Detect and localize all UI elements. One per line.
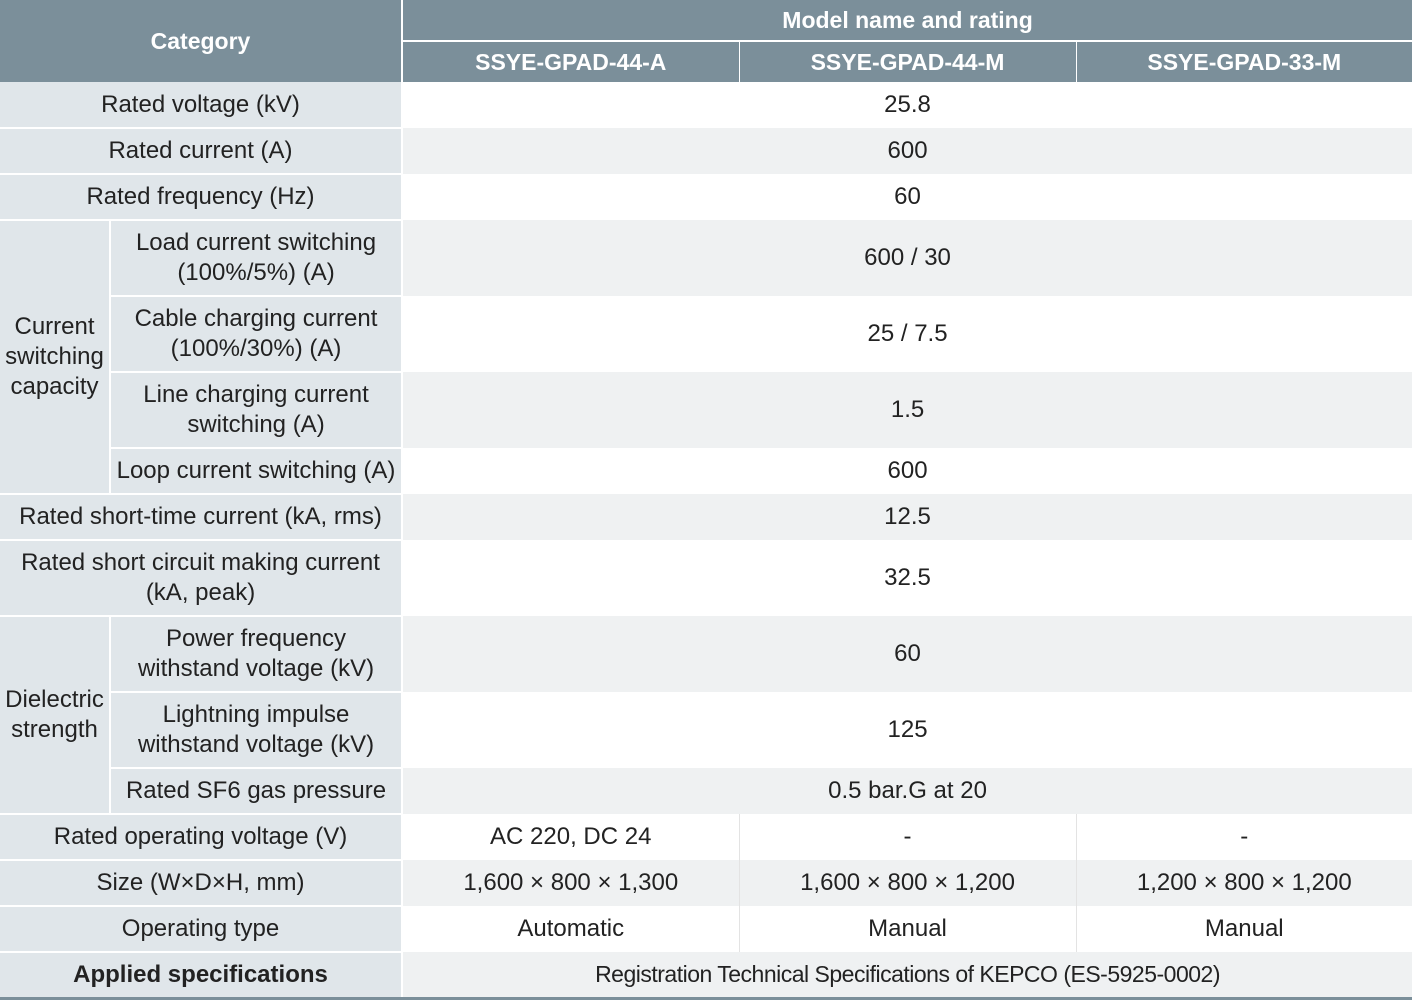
row-value: 600 / 30	[402, 220, 1412, 296]
row-value: 600	[402, 448, 1412, 494]
row-value: 25 / 7.5	[402, 296, 1412, 372]
row-value: 600	[402, 128, 1412, 174]
row-value: 1,600 × 800 × 1,300	[402, 860, 740, 906]
table-row: Lightning impulse withstand voltage (kV)…	[0, 692, 1412, 769]
table-row: Cable charging current (100%/30%) (A) 25…	[0, 296, 1412, 373]
row-label: Load current switching (100%/5%) (A)	[110, 220, 404, 297]
row-value: 12.5	[402, 494, 1412, 540]
table-row: Rated voltage (kV) 25.8	[0, 82, 1412, 129]
row-value: Automatic	[402, 906, 740, 952]
category-header: Category	[0, 0, 404, 82]
model-group-header: Model name and rating	[402, 0, 1412, 42]
table-row: Size (W×D×H, mm) 1,600 × 800 × 1,300 1,6…	[0, 860, 1412, 907]
row-label: Rated frequency (Hz)	[0, 174, 404, 221]
row-label: Loop current switching (A)	[110, 448, 404, 495]
row-value: -	[738, 814, 1077, 860]
model-header: SSYE-GPAD-44-M	[738, 41, 1077, 82]
table-row: Rated current (A) 600	[0, 128, 1412, 175]
row-value: 0.5 bar.G at 20	[402, 768, 1412, 814]
table-row: Current switching capacity Load current …	[0, 220, 1412, 495]
table-row: Loop current switching (A) 600	[0, 448, 1412, 495]
row-value: -	[1075, 814, 1412, 860]
model-header-row: SSYE-GPAD-44-A SSYE-GPAD-44-M SSYE-GPAD-…	[0, 41, 1412, 82]
row-label: Cable charging current (100%/30%) (A)	[110, 296, 404, 373]
row-value: Registration Technical Specifications of…	[402, 952, 1412, 1000]
row-value: 1,200 × 800 × 1,200	[1075, 860, 1412, 906]
group-label-dielectric: Dielectric strength	[0, 616, 111, 815]
row-value: 60	[402, 616, 1412, 692]
table-row: Rated short-time current (kA, rms) 12.5	[0, 494, 1412, 541]
table-row: Dielectric strength Power frequency with…	[0, 616, 1412, 815]
row-label: Operating type	[0, 906, 404, 953]
row-label: Rated SF6 gas pressure	[110, 768, 404, 815]
row-value: 1.5	[402, 372, 1412, 448]
table-row: Rated short circuit making current (kA, …	[0, 540, 1412, 617]
row-label: Applied specifications	[0, 952, 404, 1000]
row-label: Rated operating voltage (V)	[0, 814, 404, 861]
group-label-current-switching: Current switching capacity	[0, 220, 111, 495]
row-label: Rated short-time current (kA, rms)	[0, 494, 404, 541]
row-label: Size (W×D×H, mm)	[0, 860, 404, 907]
header-row: Category Model name and rating	[0, 0, 1412, 82]
row-label: Lightning impulse withstand voltage (kV)	[110, 692, 404, 769]
row-label: Rated voltage (kV)	[0, 82, 404, 129]
row-value: 1,600 × 800 × 1,200	[738, 860, 1077, 906]
table-row: Applied specifications Registration Tech…	[0, 952, 1412, 1000]
row-value: 125	[402, 692, 1412, 768]
model-header: SSYE-GPAD-44-A	[402, 41, 740, 82]
row-value: 25.8	[402, 82, 1412, 128]
row-value: 32.5	[402, 540, 1412, 616]
row-value: 60	[402, 174, 1412, 220]
table-row: Rated SF6 gas pressure 0.5 bar.G at 20	[0, 768, 1412, 815]
row-label: Rated current (A)	[0, 128, 404, 175]
row-value: Manual	[1075, 906, 1412, 952]
table-row: Operating type Automatic Manual Manual	[0, 906, 1412, 953]
row-label: Line charging current switching (A)	[110, 372, 404, 449]
row-label: Rated short circuit making current (kA, …	[0, 540, 404, 617]
row-value: AC 220, DC 24	[402, 814, 740, 860]
row-value: Manual	[738, 906, 1077, 952]
row-label: Power frequency withstand voltage (kV)	[110, 616, 404, 693]
table-row: Rated frequency (Hz) 60	[0, 174, 1412, 221]
table-row: Line charging current switching (A) 1.5	[0, 372, 1412, 449]
table-row: Rated operating voltage (V) AC 220, DC 2…	[0, 814, 1412, 861]
model-header: SSYE-GPAD-33-M	[1075, 41, 1412, 82]
